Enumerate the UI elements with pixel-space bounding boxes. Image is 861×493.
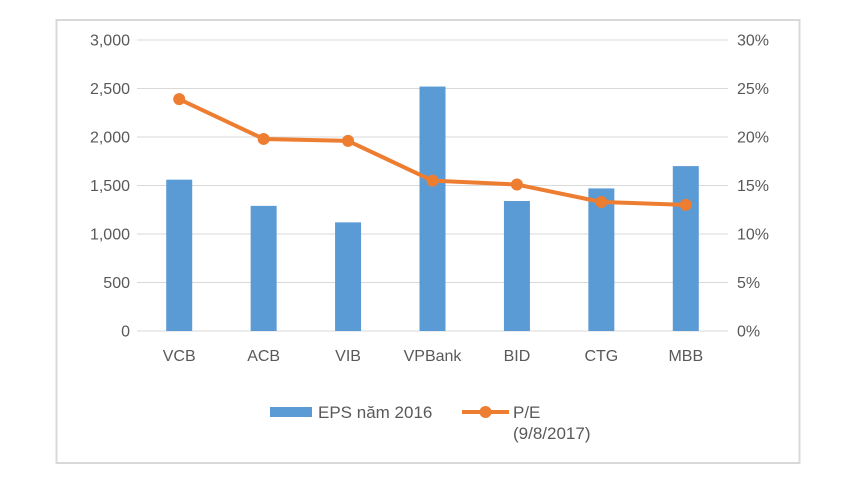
pe-point-vpbank[interactable] — [426, 174, 439, 187]
pe-point-acb[interactable] — [257, 132, 270, 145]
legend-pe-marker-dot[interactable] — [479, 406, 492, 418]
left-axis-tick-label: 2,500 — [90, 81, 130, 98]
bar-ctg[interactable] — [588, 188, 615, 331]
right-axis-tick-label: 15% — [737, 178, 769, 195]
x-axis-label-acb: ACB — [247, 348, 280, 365]
right-axis-tick-label: 10% — [737, 227, 769, 244]
legend-pe-date-label: (9/8/2017) — [513, 424, 591, 443]
x-axis-label-vpbank: VPBank — [404, 348, 463, 365]
bar-vpbank[interactable] — [419, 86, 446, 331]
legend-eps-swatch[interactable] — [270, 407, 312, 417]
pe-point-ctg[interactable] — [595, 195, 608, 208]
legend-pe-label[interactable]: P/E — [513, 403, 540, 422]
chart-border — [55, 19, 801, 464]
bar-vcb[interactable] — [166, 179, 193, 331]
pe-point-vcb[interactable] — [173, 93, 186, 106]
left-axis-tick-label: 3,000 — [90, 33, 130, 50]
bar-mbb[interactable] — [672, 166, 699, 331]
right-axis-tick-label: 5% — [737, 275, 760, 292]
x-axis-label-bid: BID — [504, 348, 531, 365]
x-axis-label-vib: VIB — [335, 348, 361, 365]
right-axis-tick-label: 0% — [737, 324, 760, 341]
pe-point-vib[interactable] — [342, 134, 355, 147]
pe-point-mbb[interactable] — [679, 198, 692, 211]
right-axis-tick-label: 20% — [737, 130, 769, 147]
x-axis-label-mbb: MBB — [668, 348, 703, 365]
x-axis-label-vcb: VCB — [163, 348, 196, 365]
left-axis-tick-label: 500 — [103, 275, 130, 292]
pe-point-bid[interactable] — [510, 178, 523, 191]
right-axis-tick-label: 30% — [737, 33, 769, 50]
left-axis-tick-label: 1,500 — [90, 178, 130, 195]
bar-vib[interactable] — [335, 222, 362, 331]
x-axis-label-ctg: CTG — [584, 348, 618, 365]
left-axis-tick-label: 2,000 — [90, 130, 130, 147]
legend-eps-label[interactable]: EPS năm 2016 — [318, 403, 432, 422]
right-axis-tick-label: 25% — [737, 81, 769, 98]
left-axis-tick-label: 0 — [121, 324, 130, 341]
left-axis-tick-label: 1,000 — [90, 227, 130, 244]
bar-bid[interactable] — [503, 201, 530, 331]
bar-acb[interactable] — [250, 205, 277, 331]
